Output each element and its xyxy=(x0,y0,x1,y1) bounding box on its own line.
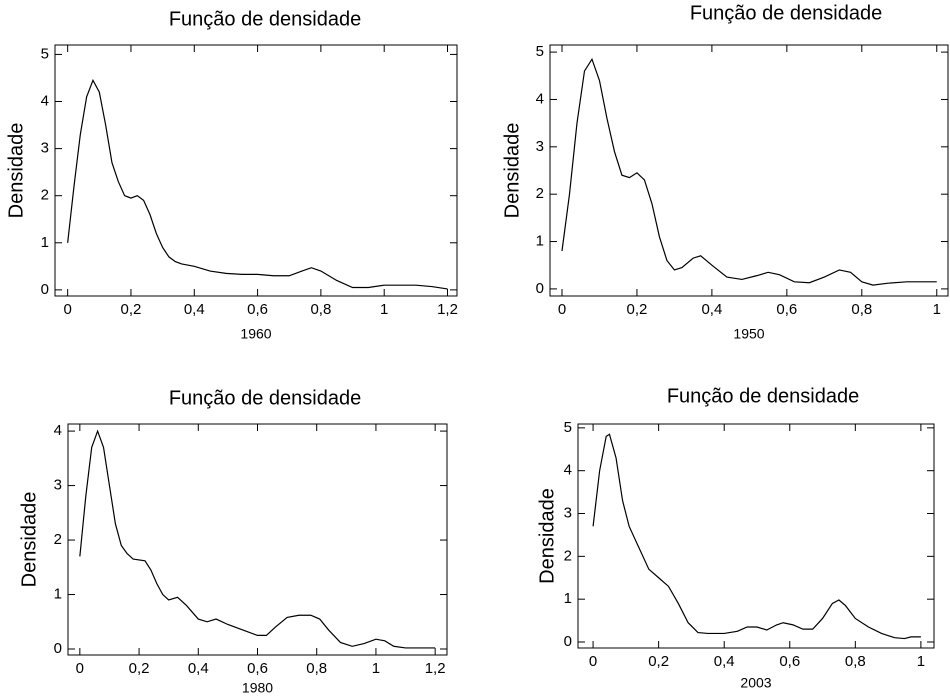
y-tick-label: 1 xyxy=(54,585,62,602)
x-tick-label: 0,4 xyxy=(184,301,205,318)
y-tick-label: 4 xyxy=(564,462,572,479)
x-tick-label: 1 xyxy=(372,660,380,677)
y-tick-label: 4 xyxy=(536,90,544,107)
x-tick-label: 0,4 xyxy=(714,653,735,670)
y-tick-label: 2 xyxy=(564,547,572,564)
y-tick-label: 0 xyxy=(41,281,49,298)
density-line xyxy=(79,429,436,649)
x-tick-label: 0,6 xyxy=(247,301,268,318)
x-tick-label: 0,8 xyxy=(851,301,872,318)
y-tick-label: 1 xyxy=(41,234,49,251)
y-tick-label: 3 xyxy=(536,138,544,155)
x-tick-label: 0,2 xyxy=(121,301,142,318)
y-tick-label: 0 xyxy=(564,633,572,650)
y-axis-label: Densidade xyxy=(5,123,27,219)
plot-frame xyxy=(67,423,448,656)
density-line xyxy=(561,57,937,286)
x-tick-label: 0,4 xyxy=(188,660,209,677)
x-axis-label: 1950 xyxy=(733,326,764,342)
x-tick-label: 0,6 xyxy=(247,660,268,677)
y-tick-label: 1 xyxy=(536,233,544,250)
x-tick-label: 0 xyxy=(76,660,84,677)
x-axis-label: 2003 xyxy=(740,675,771,691)
y-tick-label: 5 xyxy=(41,45,49,62)
y-tick-label: 4 xyxy=(41,92,49,109)
y-tick-label: 4 xyxy=(54,422,62,439)
chart-title: Função de densidade xyxy=(667,385,859,407)
y-axis-label: Densidade xyxy=(501,123,523,219)
y-tick-label: 1 xyxy=(564,590,572,607)
x-tick-label: 0 xyxy=(63,301,71,318)
chart-title: Função de densidade xyxy=(169,387,361,409)
x-tick-label: 0,8 xyxy=(845,653,866,670)
chart-title: Função de densidade xyxy=(169,8,361,30)
y-tick-label: 5 xyxy=(536,43,544,60)
x-tick-label: 0 xyxy=(589,653,597,670)
y-tick-label: 2 xyxy=(41,187,49,204)
x-axis-label: 1980 xyxy=(242,680,273,696)
x-tick-label: 0,6 xyxy=(776,301,797,318)
x-tick-label: 0,2 xyxy=(627,301,648,318)
plot-frame xyxy=(549,44,949,297)
y-tick-label: 3 xyxy=(564,504,572,521)
y-tick-label: 5 xyxy=(564,419,572,436)
x-tick-label: 1 xyxy=(380,301,388,318)
density-line xyxy=(67,78,448,290)
y-tick-label: 3 xyxy=(54,477,62,494)
x-tick-label: 1 xyxy=(933,301,941,318)
x-tick-label: 1,2 xyxy=(425,660,446,677)
y-axis-label: Densidade xyxy=(18,492,40,588)
x-tick-label: 0 xyxy=(558,301,566,318)
density-line xyxy=(592,433,921,640)
x-tick-label: 0,2 xyxy=(129,660,150,677)
y-tick-label: 2 xyxy=(536,185,544,202)
y-tick-label: 3 xyxy=(41,140,49,157)
x-tick-label: 0,8 xyxy=(306,660,327,677)
x-tick-label: 0,6 xyxy=(779,653,800,670)
plot-frame xyxy=(54,44,458,297)
chart-title: Função de densidade xyxy=(690,2,882,24)
x-axis-label: 1960 xyxy=(240,326,271,342)
y-axis-label: Densidade xyxy=(536,488,558,584)
plot-frame xyxy=(577,423,935,649)
x-tick-label: 0,4 xyxy=(701,301,722,318)
y-tick-label: 0 xyxy=(54,640,62,657)
x-tick-label: 1 xyxy=(917,653,925,670)
x-tick-label: 0,8 xyxy=(310,301,331,318)
x-tick-label: 1,2 xyxy=(437,301,458,318)
x-tick-label: 0,2 xyxy=(648,653,669,670)
y-tick-label: 0 xyxy=(536,280,544,297)
y-tick-label: 2 xyxy=(54,531,62,548)
